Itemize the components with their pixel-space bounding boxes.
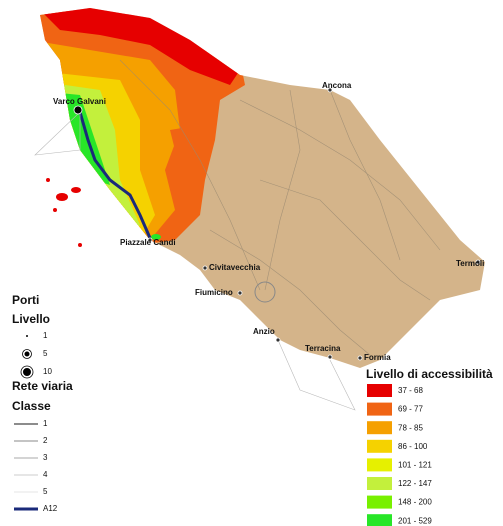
legend-title: Livello di accessibilità: [366, 367, 493, 381]
legend-item: 1: [43, 331, 48, 340]
place-label: Piazzale Candi: [120, 238, 176, 247]
port-ring: [22, 349, 32, 359]
legend-item: 5: [43, 349, 48, 358]
legend-title: Porti: [12, 293, 39, 307]
legend-item: 78 - 85: [398, 423, 423, 432]
legend-item: 1: [43, 419, 48, 428]
place-label: Varco Galvani: [53, 97, 106, 106]
place-label: Civitavecchia: [209, 263, 261, 272]
legend-item: 69 - 77: [398, 405, 423, 414]
a12: [78, 111, 152, 239]
port-marker: [357, 355, 363, 361]
legend-item: 37 - 68: [398, 386, 423, 395]
legend-item: 3: [43, 453, 48, 462]
legend-item: 86 - 100: [398, 442, 428, 451]
place-label: Fiumicino: [195, 288, 233, 297]
port-marker: [327, 87, 333, 93]
legend-title: Rete viaria: [12, 379, 73, 393]
legend-swatch: [367, 458, 392, 472]
port-symbol: [23, 350, 31, 358]
legend-swatch: [367, 421, 392, 435]
legend-item: 148 - 200: [398, 498, 432, 507]
legend-item: 4: [43, 470, 48, 479]
port-marker: [475, 259, 481, 265]
legend-swatch: [367, 384, 392, 397]
legend-swatch: [367, 402, 392, 416]
port-symbol: [22, 367, 32, 377]
legend-item: 101 - 121: [398, 461, 432, 470]
legend-swatch: [367, 439, 392, 453]
place-label: Termoli: [456, 259, 484, 268]
port-ring: [20, 365, 34, 379]
land: [40, 8, 485, 368]
port-marker: [147, 237, 153, 243]
legend-swatch: [367, 477, 392, 490]
port-marker: [237, 290, 243, 296]
port-marker: [327, 354, 333, 360]
legend-subtitle: Classe: [12, 399, 51, 413]
place-label: Terracina: [305, 344, 341, 353]
legend-item: 10: [43, 367, 52, 376]
place-label: Anzio: [253, 327, 275, 336]
legend-item: A12: [43, 504, 58, 513]
place-label: Formia: [364, 353, 391, 362]
legend-swatch: [367, 514, 392, 526]
legend-swatch: [367, 495, 392, 509]
place-label: Ancona: [322, 81, 352, 90]
islands: [46, 178, 161, 247]
legend-item: 2: [43, 436, 48, 445]
legend-item: 122 - 147: [398, 479, 432, 488]
legend-item: 201 - 529: [398, 516, 432, 525]
port-symbol: [25, 334, 29, 338]
port-marker: [202, 265, 208, 271]
legend-subtitle: Livello: [12, 312, 50, 326]
port-marker: [275, 337, 281, 343]
port-marker: [73, 105, 83, 115]
legend-item: 5: [43, 487, 48, 496]
